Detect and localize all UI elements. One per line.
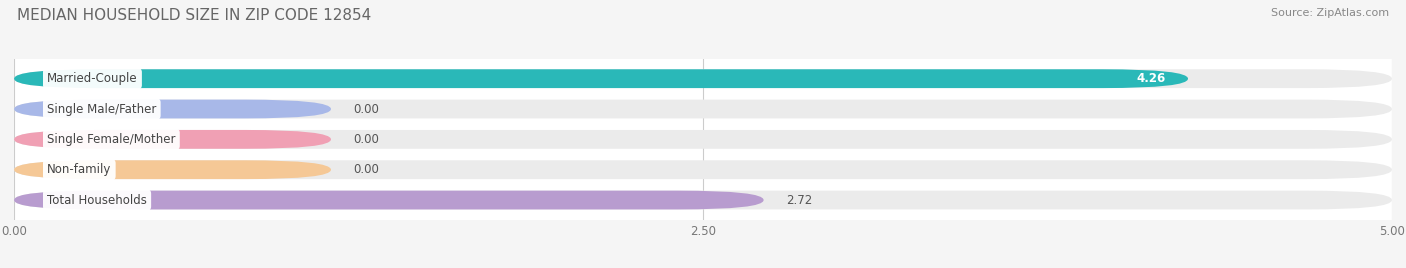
- Text: Total Households: Total Households: [48, 193, 148, 207]
- Text: Single Female/Mother: Single Female/Mother: [48, 133, 176, 146]
- FancyBboxPatch shape: [14, 160, 330, 179]
- FancyBboxPatch shape: [14, 69, 1392, 88]
- Text: MEDIAN HOUSEHOLD SIZE IN ZIP CODE 12854: MEDIAN HOUSEHOLD SIZE IN ZIP CODE 12854: [17, 8, 371, 23]
- Text: 0.00: 0.00: [353, 163, 378, 176]
- FancyBboxPatch shape: [14, 191, 1392, 210]
- Text: Source: ZipAtlas.com: Source: ZipAtlas.com: [1271, 8, 1389, 18]
- FancyBboxPatch shape: [14, 69, 1188, 88]
- Text: Non-family: Non-family: [48, 163, 111, 176]
- Text: 2.72: 2.72: [786, 193, 811, 207]
- FancyBboxPatch shape: [14, 191, 763, 210]
- FancyBboxPatch shape: [14, 130, 330, 149]
- FancyBboxPatch shape: [14, 100, 330, 118]
- Text: Married-Couple: Married-Couple: [48, 72, 138, 85]
- Text: 4.26: 4.26: [1136, 72, 1166, 85]
- FancyBboxPatch shape: [14, 100, 1392, 118]
- FancyBboxPatch shape: [14, 130, 1392, 149]
- FancyBboxPatch shape: [14, 160, 1392, 179]
- Text: 0.00: 0.00: [353, 103, 378, 116]
- Text: Single Male/Father: Single Male/Father: [48, 103, 156, 116]
- Text: 0.00: 0.00: [353, 133, 378, 146]
